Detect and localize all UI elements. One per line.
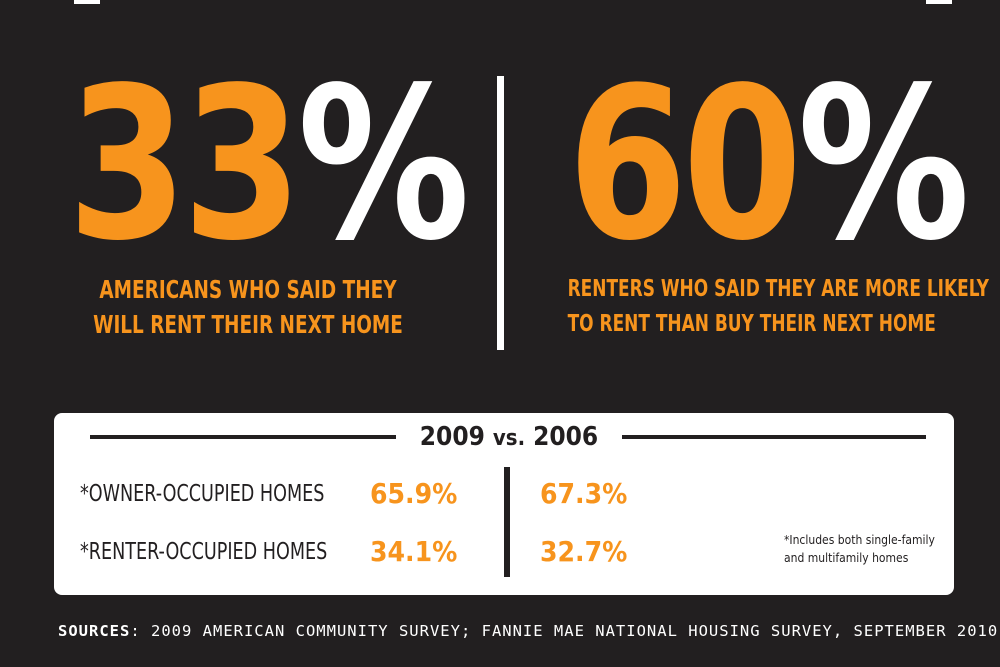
row-label-owner: *OWNER-OCCUPIED HOMES: [80, 481, 325, 507]
comparison-panel: 2009 vs. 2006 *OWNER-OCCUPIED HOMES 65.9% …: [54, 413, 954, 595]
title-rule-right: [622, 435, 926, 439]
renter-value-2006: 32.7%: [540, 535, 628, 568]
footnote-line: and multifamily homes: [784, 551, 909, 565]
stat-caption: AMERICANS WHO SAID THEY WILL RENT THEIR …: [68, 272, 429, 342]
top-left-corner-mark: [74, 0, 100, 4]
sources-label: SOURCES: [58, 622, 131, 640]
owner-value-2006: 67.3%: [540, 477, 628, 510]
footnote-line: *Includes both single-family: [784, 533, 935, 547]
sources-line: SOURCES: 2009 AMERICAN COMMUNITY SURVEY;…: [58, 621, 997, 641]
stat-number: 60: [567, 42, 803, 287]
caption-line: AMERICANS WHO SAID THEY: [99, 275, 397, 304]
footnote: *Includes both single-family and multifa…: [784, 531, 944, 567]
values-divider: [504, 467, 510, 577]
percent-sign: %: [297, 42, 470, 287]
top-right-corner-mark: [926, 0, 952, 4]
caption-line: WILL RENT THEIR NEXT HOME: [93, 310, 403, 339]
stat-americans-rent: 33% AMERICANS WHO SAID THEY WILL RENT TH…: [28, 60, 470, 342]
stat-value: 60%: [568, 60, 970, 270]
year-2006: 2006: [533, 422, 599, 452]
title-rule-left: [90, 435, 396, 439]
row-label-renter: *RENTER-OCCUPIED HOMES: [80, 539, 328, 565]
owner-value-2009: 65.9%: [370, 477, 458, 510]
stats-divider: [497, 76, 504, 350]
percent-sign: %: [797, 42, 970, 287]
comparison-title: 2009 vs. 2006: [396, 421, 622, 455]
stat-renters-rent: 60% RENTERS WHO SAID THEY ARE MORE LIKEL…: [528, 60, 989, 342]
renter-value-2009: 34.1%: [370, 535, 458, 568]
caption-line: TO RENT THAN BUY THEIR NEXT HOME: [567, 311, 936, 337]
stat-number: 33: [67, 42, 303, 287]
year-2009: 2009: [419, 422, 485, 452]
stat-value: 33%: [68, 60, 470, 270]
stat-caption: RENTERS WHO SAID THEY ARE MORE LIKELY TO…: [567, 272, 989, 342]
caption-line: RENTERS WHO SAID THEY ARE MORE LIKELY: [567, 276, 989, 302]
sources-text: : 2009 AMERICAN COMMUNITY SURVEY; FANNIE…: [130, 622, 999, 640]
vs-label: vs.: [492, 426, 526, 451]
